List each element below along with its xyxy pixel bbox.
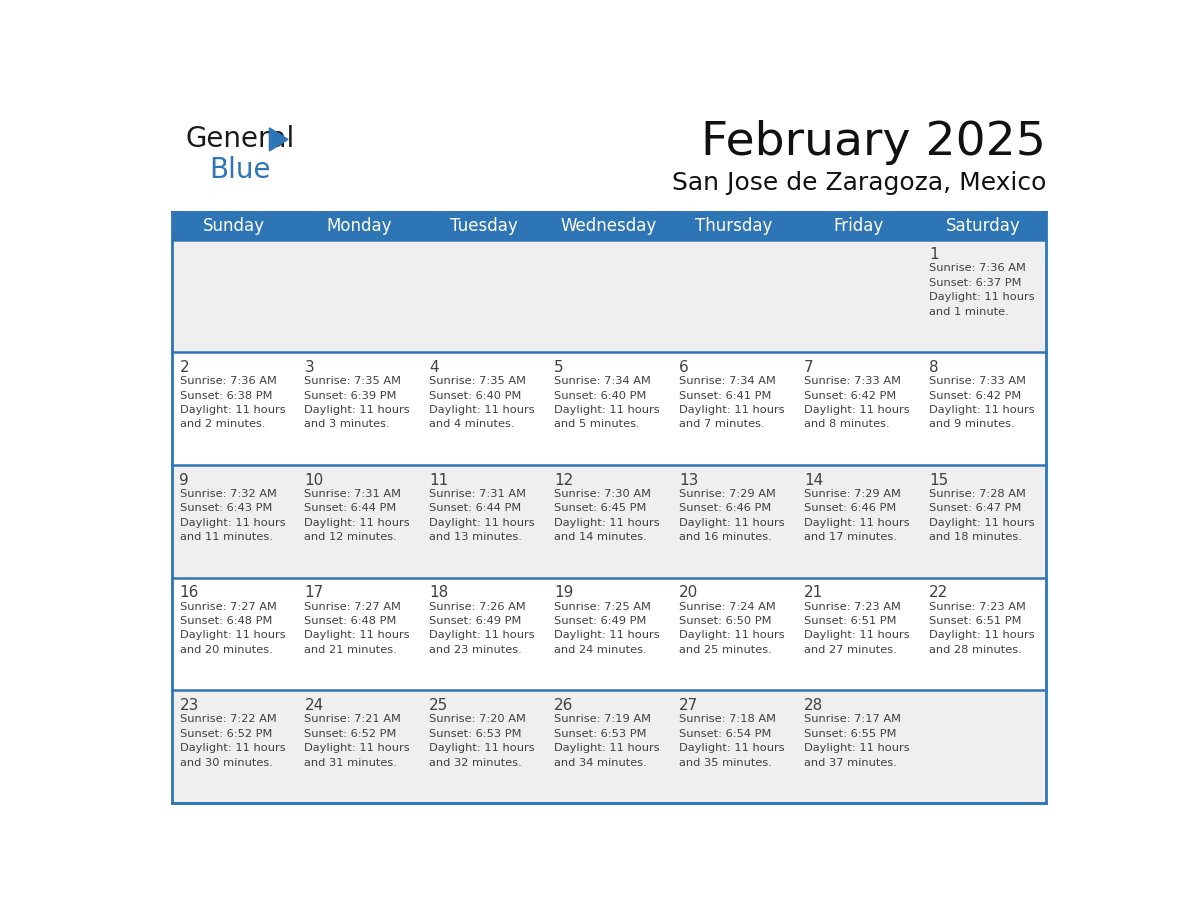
Text: San Jose de Zaragoza, Mexico: San Jose de Zaragoza, Mexico: [671, 172, 1045, 196]
Text: 24: 24: [304, 698, 323, 713]
Text: 11: 11: [429, 473, 449, 487]
Text: 1: 1: [929, 247, 939, 263]
Text: Sunrise: 7:27 AM
Sunset: 6:48 PM
Daylight: 11 hours
and 20 minutes.: Sunrise: 7:27 AM Sunset: 6:48 PM Dayligh…: [179, 601, 285, 655]
Text: Sunrise: 7:35 AM
Sunset: 6:39 PM
Daylight: 11 hours
and 3 minutes.: Sunrise: 7:35 AM Sunset: 6:39 PM Dayligh…: [304, 376, 410, 430]
Text: 20: 20: [680, 586, 699, 600]
Text: Monday: Monday: [327, 217, 392, 235]
Text: Wednesday: Wednesday: [561, 217, 657, 235]
Text: Sunrise: 7:31 AM
Sunset: 6:44 PM
Daylight: 11 hours
and 12 minutes.: Sunrise: 7:31 AM Sunset: 6:44 PM Dayligh…: [304, 489, 410, 542]
Text: 6: 6: [680, 360, 689, 375]
Text: 15: 15: [929, 473, 948, 487]
Text: Friday: Friday: [834, 217, 884, 235]
Text: 27: 27: [680, 698, 699, 713]
Text: Sunrise: 7:28 AM
Sunset: 6:47 PM
Daylight: 11 hours
and 18 minutes.: Sunrise: 7:28 AM Sunset: 6:47 PM Dayligh…: [929, 489, 1035, 542]
Text: Sunrise: 7:18 AM
Sunset: 6:54 PM
Daylight: 11 hours
and 35 minutes.: Sunrise: 7:18 AM Sunset: 6:54 PM Dayligh…: [680, 714, 784, 767]
Text: Sunrise: 7:27 AM
Sunset: 6:48 PM
Daylight: 11 hours
and 21 minutes.: Sunrise: 7:27 AM Sunset: 6:48 PM Dayligh…: [304, 601, 410, 655]
Text: Thursday: Thursday: [695, 217, 772, 235]
Text: Sunrise: 7:35 AM
Sunset: 6:40 PM
Daylight: 11 hours
and 4 minutes.: Sunrise: 7:35 AM Sunset: 6:40 PM Dayligh…: [429, 376, 535, 430]
Text: 28: 28: [804, 698, 823, 713]
Text: 17: 17: [304, 586, 323, 600]
Bar: [172, 577, 1045, 690]
Text: Sunrise: 7:29 AM
Sunset: 6:46 PM
Daylight: 11 hours
and 17 minutes.: Sunrise: 7:29 AM Sunset: 6:46 PM Dayligh…: [804, 489, 910, 542]
Text: Sunrise: 7:26 AM
Sunset: 6:49 PM
Daylight: 11 hours
and 23 minutes.: Sunrise: 7:26 AM Sunset: 6:49 PM Dayligh…: [429, 601, 535, 655]
Text: 9: 9: [179, 473, 189, 487]
Text: Sunrise: 7:20 AM
Sunset: 6:53 PM
Daylight: 11 hours
and 32 minutes.: Sunrise: 7:20 AM Sunset: 6:53 PM Dayligh…: [429, 714, 535, 767]
Text: 21: 21: [804, 586, 823, 600]
Text: February 2025: February 2025: [701, 120, 1045, 165]
Text: 16: 16: [179, 586, 198, 600]
Polygon shape: [270, 128, 287, 151]
Text: 22: 22: [929, 586, 948, 600]
Bar: [172, 465, 1045, 577]
Text: 14: 14: [804, 473, 823, 487]
Text: 23: 23: [179, 698, 198, 713]
Text: 25: 25: [429, 698, 449, 713]
Bar: [172, 353, 1045, 465]
Text: Sunrise: 7:21 AM
Sunset: 6:52 PM
Daylight: 11 hours
and 31 minutes.: Sunrise: 7:21 AM Sunset: 6:52 PM Dayligh…: [304, 714, 410, 767]
Text: Saturday: Saturday: [946, 217, 1020, 235]
Text: Sunrise: 7:34 AM
Sunset: 6:41 PM
Daylight: 11 hours
and 7 minutes.: Sunrise: 7:34 AM Sunset: 6:41 PM Dayligh…: [680, 376, 784, 430]
Bar: [172, 240, 1045, 353]
Text: 13: 13: [680, 473, 699, 487]
Text: 12: 12: [554, 473, 574, 487]
Text: Sunrise: 7:34 AM
Sunset: 6:40 PM
Daylight: 11 hours
and 5 minutes.: Sunrise: 7:34 AM Sunset: 6:40 PM Dayligh…: [554, 376, 659, 430]
Text: Sunrise: 7:19 AM
Sunset: 6:53 PM
Daylight: 11 hours
and 34 minutes.: Sunrise: 7:19 AM Sunset: 6:53 PM Dayligh…: [554, 714, 659, 767]
Text: Tuesday: Tuesday: [450, 217, 518, 235]
Text: Sunrise: 7:32 AM
Sunset: 6:43 PM
Daylight: 11 hours
and 11 minutes.: Sunrise: 7:32 AM Sunset: 6:43 PM Dayligh…: [179, 489, 285, 542]
Text: Sunrise: 7:36 AM
Sunset: 6:37 PM
Daylight: 11 hours
and 1 minute.: Sunrise: 7:36 AM Sunset: 6:37 PM Dayligh…: [929, 263, 1035, 317]
Text: Sunrise: 7:23 AM
Sunset: 6:51 PM
Daylight: 11 hours
and 28 minutes.: Sunrise: 7:23 AM Sunset: 6:51 PM Dayligh…: [929, 601, 1035, 655]
Text: Blue: Blue: [209, 156, 271, 185]
Text: Sunrise: 7:25 AM
Sunset: 6:49 PM
Daylight: 11 hours
and 24 minutes.: Sunrise: 7:25 AM Sunset: 6:49 PM Dayligh…: [554, 601, 659, 655]
Text: 18: 18: [429, 586, 449, 600]
Text: Sunday: Sunday: [203, 217, 265, 235]
Bar: [172, 212, 1045, 803]
Text: 4: 4: [429, 360, 438, 375]
Text: Sunrise: 7:30 AM
Sunset: 6:45 PM
Daylight: 11 hours
and 14 minutes.: Sunrise: 7:30 AM Sunset: 6:45 PM Dayligh…: [554, 489, 659, 542]
Bar: [172, 690, 1045, 803]
Text: 7: 7: [804, 360, 814, 375]
Text: 3: 3: [304, 360, 314, 375]
Text: 19: 19: [554, 586, 574, 600]
Text: Sunrise: 7:24 AM
Sunset: 6:50 PM
Daylight: 11 hours
and 25 minutes.: Sunrise: 7:24 AM Sunset: 6:50 PM Dayligh…: [680, 601, 784, 655]
Text: 2: 2: [179, 360, 189, 375]
Text: 10: 10: [304, 473, 323, 487]
Text: Sunrise: 7:23 AM
Sunset: 6:51 PM
Daylight: 11 hours
and 27 minutes.: Sunrise: 7:23 AM Sunset: 6:51 PM Dayligh…: [804, 601, 910, 655]
Text: Sunrise: 7:29 AM
Sunset: 6:46 PM
Daylight: 11 hours
and 16 minutes.: Sunrise: 7:29 AM Sunset: 6:46 PM Dayligh…: [680, 489, 784, 542]
Text: Sunrise: 7:36 AM
Sunset: 6:38 PM
Daylight: 11 hours
and 2 minutes.: Sunrise: 7:36 AM Sunset: 6:38 PM Dayligh…: [179, 376, 285, 430]
Bar: [172, 212, 1045, 240]
Text: General: General: [185, 126, 295, 153]
Text: Sunrise: 7:17 AM
Sunset: 6:55 PM
Daylight: 11 hours
and 37 minutes.: Sunrise: 7:17 AM Sunset: 6:55 PM Dayligh…: [804, 714, 910, 767]
Text: 5: 5: [554, 360, 564, 375]
Text: 8: 8: [929, 360, 939, 375]
Text: Sunrise: 7:33 AM
Sunset: 6:42 PM
Daylight: 11 hours
and 9 minutes.: Sunrise: 7:33 AM Sunset: 6:42 PM Dayligh…: [929, 376, 1035, 430]
Text: Sunrise: 7:33 AM
Sunset: 6:42 PM
Daylight: 11 hours
and 8 minutes.: Sunrise: 7:33 AM Sunset: 6:42 PM Dayligh…: [804, 376, 910, 430]
Text: Sunrise: 7:22 AM
Sunset: 6:52 PM
Daylight: 11 hours
and 30 minutes.: Sunrise: 7:22 AM Sunset: 6:52 PM Dayligh…: [179, 714, 285, 767]
Text: 26: 26: [554, 698, 574, 713]
Text: Sunrise: 7:31 AM
Sunset: 6:44 PM
Daylight: 11 hours
and 13 minutes.: Sunrise: 7:31 AM Sunset: 6:44 PM Dayligh…: [429, 489, 535, 542]
